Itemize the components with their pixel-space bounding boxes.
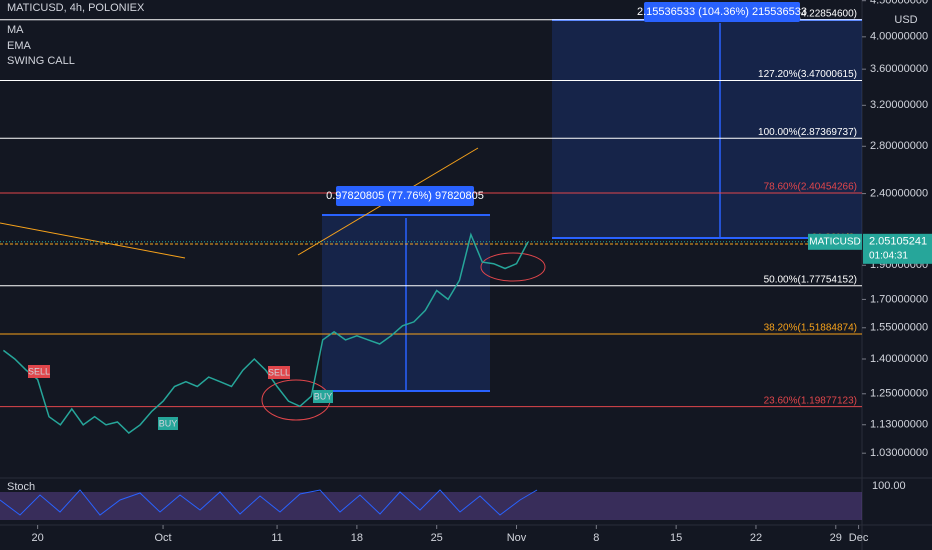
header-title: MATICUSD, 4h, POLONIEX bbox=[7, 2, 145, 14]
signal-box bbox=[158, 417, 178, 430]
fib-label: 161.80%(4.22854600) bbox=[758, 8, 857, 19]
y-tick-label: 1.55000000 bbox=[870, 322, 928, 334]
signal: BUY bbox=[314, 391, 333, 401]
stoch-band bbox=[0, 492, 862, 520]
x-tick-label: 15 bbox=[670, 532, 682, 544]
x-tick-label: 20 bbox=[32, 532, 44, 544]
symbol-tag-text: MATICUSD bbox=[809, 236, 860, 247]
fib-label: 38.20%(1.51884874) bbox=[764, 323, 857, 334]
indicator: EMA bbox=[7, 40, 32, 52]
x-tick-label: 25 bbox=[431, 532, 443, 544]
price-line bbox=[2, 232, 529, 434]
y-tick-label: 2.80000000 bbox=[870, 140, 928, 152]
signal-box bbox=[268, 366, 290, 379]
fib-label: 78.60%(2.40454266) bbox=[764, 182, 857, 193]
indicator: SWING CALL bbox=[7, 55, 75, 67]
currency: USD bbox=[894, 14, 917, 26]
x-tick-label: 18 bbox=[351, 532, 363, 544]
price-tag bbox=[863, 233, 932, 264]
stoch-line bbox=[0, 489, 538, 516]
y-tick-label: 1.70000000 bbox=[870, 293, 928, 305]
x-tick-label: 11 bbox=[271, 532, 282, 544]
y-tick-label: 4.50000000 bbox=[870, 0, 928, 7]
y-tick-label: 1.25000000 bbox=[870, 388, 928, 400]
signal-box bbox=[313, 390, 333, 403]
y-tick-label: 3.20000000 bbox=[870, 99, 928, 111]
x-tick-label: Nov bbox=[507, 532, 527, 544]
measure-label: 0.97820805 (77.76%) 97820805 bbox=[326, 190, 484, 202]
x-tick-label: Dec bbox=[849, 532, 869, 544]
highlight bbox=[480, 252, 546, 282]
stoch-level: 100.00 bbox=[872, 480, 906, 492]
signal: SELL bbox=[268, 367, 290, 377]
signal: BUY bbox=[159, 418, 178, 428]
symbol-tag bbox=[808, 233, 862, 250]
measure-label-box bbox=[644, 2, 800, 22]
x-tick-label: 29 bbox=[830, 532, 842, 544]
countdown: 01:04:31 bbox=[869, 250, 908, 261]
y-tick-label: 1.13000000 bbox=[870, 419, 928, 431]
measure-box bbox=[552, 20, 862, 238]
y-tick-label: 3.60000000 bbox=[870, 63, 928, 75]
fib-label: 23.60%(1.19877123) bbox=[764, 395, 857, 406]
y-tick-label: 1.40000000 bbox=[870, 353, 928, 365]
signal-box bbox=[28, 365, 50, 378]
y-tick-label: 1.03000000 bbox=[870, 447, 928, 459]
indicator: MA bbox=[7, 24, 24, 36]
price-tag-text: 2.05105241 bbox=[869, 236, 927, 248]
measure-label-box bbox=[336, 186, 474, 206]
x-tick-label: Oct bbox=[154, 532, 171, 544]
trend-line bbox=[0, 222, 186, 259]
signal: SELL bbox=[28, 366, 50, 376]
measure-label: 2.15536533 (104.36%) 215536533 bbox=[637, 6, 807, 18]
fib-label: 100.00%(2.87369737) bbox=[758, 127, 857, 138]
y-tick-label: 2.40000000 bbox=[870, 187, 928, 199]
y-tick-label: 4.00000000 bbox=[870, 31, 928, 43]
fib-label: 127.20%(3.47000615) bbox=[758, 69, 857, 80]
stoch-title: Stoch bbox=[7, 481, 35, 493]
fib-label: 50.00%(1.77754152) bbox=[764, 274, 857, 285]
x-tick-label: 22 bbox=[750, 532, 762, 544]
x-tick-label: 8 bbox=[593, 532, 599, 544]
currency-box bbox=[886, 8, 926, 30]
